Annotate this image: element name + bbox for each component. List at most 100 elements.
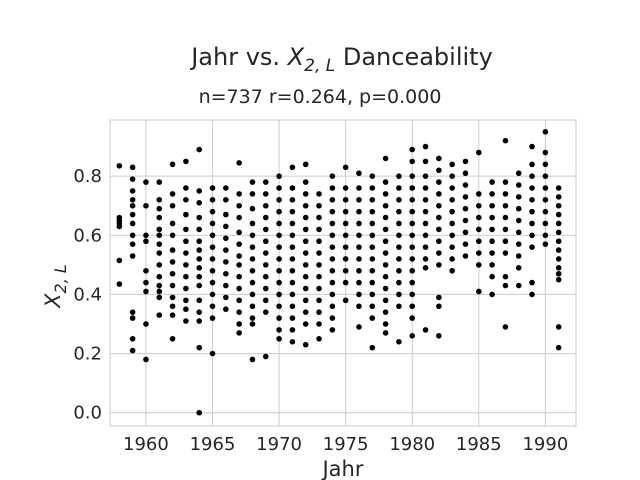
data-point	[329, 220, 336, 227]
x-tick-label: 1985	[456, 434, 502, 455]
data-point	[183, 273, 189, 280]
data-point	[316, 285, 322, 292]
data-point	[529, 185, 535, 191]
y-tick-label: 0.4	[73, 284, 102, 305]
data-point	[249, 191, 256, 197]
data-point	[449, 161, 455, 168]
data-point	[316, 202, 322, 209]
data-point	[515, 182, 522, 188]
data-point	[329, 279, 336, 286]
data-point	[462, 170, 469, 177]
data-point	[249, 256, 256, 262]
data-point	[302, 297, 309, 304]
x-tick-label: 1970	[256, 434, 302, 455]
data-point	[356, 256, 362, 262]
data-point	[489, 273, 495, 280]
data-point	[342, 185, 349, 191]
data-point	[329, 327, 336, 333]
data-point	[342, 197, 349, 203]
data-point	[342, 220, 349, 227]
data-point	[129, 188, 136, 194]
data-point	[382, 202, 389, 209]
data-point	[236, 241, 242, 247]
data-point	[382, 155, 389, 162]
data-point	[143, 288, 149, 295]
data-point	[276, 197, 282, 203]
data-point	[196, 247, 203, 253]
data-point	[409, 146, 416, 153]
data-point	[196, 146, 203, 153]
data-point	[396, 256, 402, 262]
data-point	[409, 279, 416, 286]
x-tick-labels: 1960 1965 1970 1975 1980 1985 1990	[123, 434, 568, 455]
data-point	[156, 312, 163, 318]
data-point	[529, 143, 535, 150]
data-point	[436, 250, 442, 256]
data-point	[555, 270, 562, 277]
data-point	[129, 232, 136, 239]
data-point	[129, 315, 136, 321]
data-point	[129, 309, 136, 315]
data-point	[449, 197, 455, 203]
data-point	[476, 226, 482, 233]
data-point	[476, 202, 482, 209]
data-point	[529, 197, 535, 203]
data-point	[369, 279, 376, 286]
data-point	[262, 262, 269, 268]
data-point	[449, 185, 455, 191]
data-point	[462, 217, 469, 224]
data-point	[249, 220, 256, 227]
plot-frame	[109, 119, 577, 427]
data-point	[449, 267, 455, 274]
data-point	[196, 318, 203, 324]
data-point	[276, 256, 282, 262]
data-point	[316, 309, 322, 315]
data-point	[209, 279, 216, 286]
data-point	[183, 185, 189, 191]
data-point	[129, 253, 136, 259]
data-point	[302, 262, 309, 268]
data-point	[236, 202, 242, 209]
data-point	[369, 267, 376, 274]
data-point	[342, 256, 349, 262]
data-point	[196, 409, 203, 416]
data-point	[209, 197, 216, 203]
data-point	[382, 297, 389, 304]
data-point	[356, 170, 362, 177]
data-point	[476, 288, 482, 295]
data-point	[356, 303, 362, 310]
data-point	[396, 197, 402, 203]
data-point	[249, 303, 256, 310]
data-point	[302, 161, 309, 168]
data-point	[302, 191, 309, 197]
data-point	[396, 220, 402, 227]
data-point	[209, 256, 216, 262]
data-point	[396, 232, 402, 239]
data-point	[502, 191, 509, 197]
data-point	[449, 256, 455, 262]
data-point	[289, 244, 296, 250]
data-point	[369, 291, 376, 298]
data-point	[289, 338, 296, 345]
data-point	[515, 229, 522, 236]
data-point	[489, 291, 495, 298]
data-point	[422, 208, 429, 215]
data-point	[555, 324, 562, 330]
data-point	[369, 344, 376, 351]
data-points	[116, 129, 562, 416]
data-point	[289, 327, 296, 333]
data-point	[289, 185, 296, 191]
data-point	[436, 202, 442, 209]
data-point	[156, 273, 163, 280]
data-point	[316, 297, 322, 304]
data-point	[196, 214, 203, 221]
data-point	[183, 211, 189, 218]
data-point	[223, 294, 229, 301]
data-point	[249, 244, 256, 250]
data-point	[462, 205, 469, 212]
data-point	[183, 306, 189, 313]
data-point	[489, 179, 495, 185]
data-point	[302, 226, 309, 233]
data-point	[382, 285, 389, 292]
